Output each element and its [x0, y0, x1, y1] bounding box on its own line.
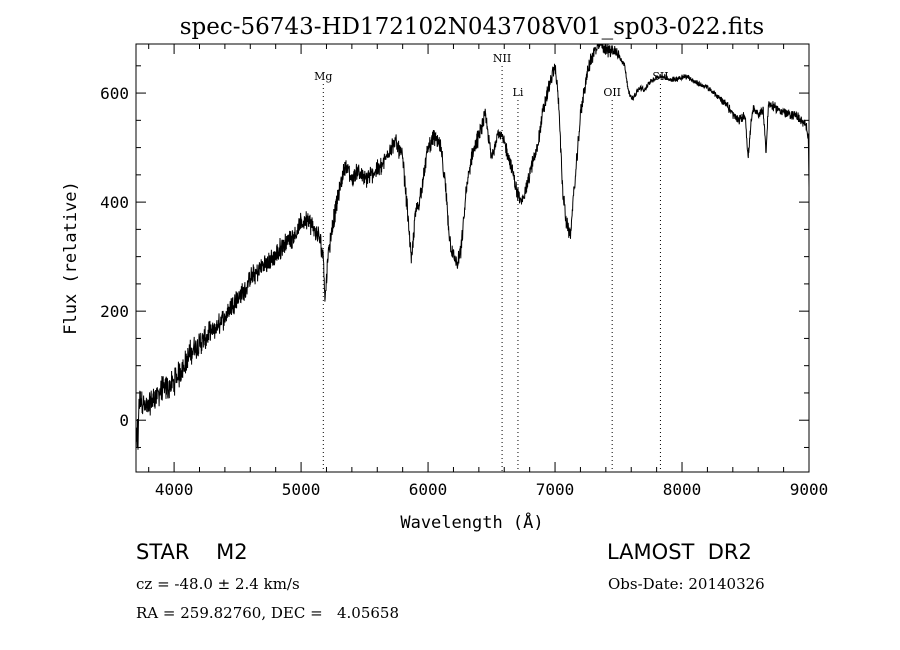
plot-frame [135, 43, 810, 473]
obs-date: Obs-Date: 20140326 [608, 575, 765, 593]
x-tick-label: 7000 [536, 480, 575, 499]
axis-ticks: 4000 5000 6000 7000 8000 9000 0 200 400 600 [100, 44, 828, 499]
marker-label-li: Li [513, 86, 524, 99]
x-axis-label: Wavelength (Å) [400, 511, 543, 533]
y-tick-label: 0 [119, 411, 129, 430]
x-tick-label: 4000 [155, 480, 194, 499]
y-tick-label: 400 [100, 193, 129, 212]
y-axis-label: Flux (relative) [61, 181, 81, 335]
coordinates: RA = 259.82760, DEC = 4.05658 [136, 604, 400, 622]
marker-label-oii: OII [603, 86, 621, 99]
spectrum-series [135, 43, 810, 450]
x-tick-label: 6000 [409, 480, 448, 499]
chart-title: spec-56743-HD172102N043708V01_sp03-022.f… [180, 14, 765, 40]
marker-label-mg: Mg [314, 70, 332, 83]
survey-name: LAMOST DR2 [607, 540, 752, 564]
x-tick-label: 8000 [663, 480, 702, 499]
y-tick-label: 600 [100, 84, 129, 103]
y-tick-label: 200 [100, 302, 129, 321]
object-type: STAR M2 [136, 540, 248, 564]
marker-label-nii: NII [493, 52, 511, 65]
x-tick-label: 9000 [790, 480, 829, 499]
velocity-text: cz = -48.0 ± 2.4 km/s [136, 575, 300, 593]
x-tick-label: 5000 [282, 480, 321, 499]
